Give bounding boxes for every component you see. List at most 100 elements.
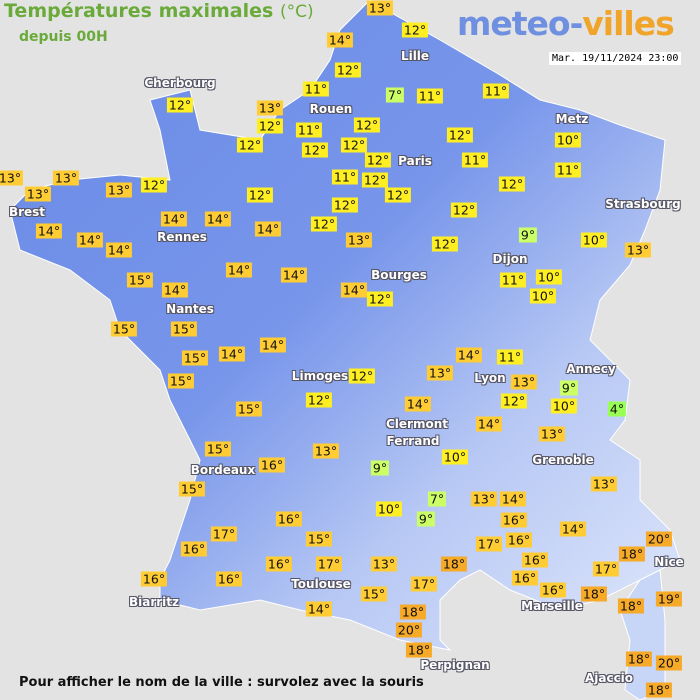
temperature-marker[interactable]: 16° — [215, 571, 243, 587]
temperature-marker[interactable]: 15° — [360, 586, 388, 602]
temperature-marker[interactable]: 18° — [617, 598, 645, 614]
temperature-marker[interactable]: 18° — [618, 546, 646, 562]
temperature-marker[interactable]: 14° — [340, 282, 368, 298]
temperature-marker[interactable]: 7° — [385, 87, 405, 103]
temperature-marker[interactable]: 15° — [178, 481, 206, 497]
temperature-marker[interactable]: 12° — [361, 172, 389, 188]
temperature-marker[interactable]: 17° — [210, 526, 238, 542]
temperature-marker[interactable]: 14° — [218, 346, 246, 362]
temperature-marker[interactable]: 10° — [441, 449, 469, 465]
temperature-marker[interactable]: 12° — [310, 216, 338, 232]
temperature-marker[interactable]: 12° — [246, 187, 274, 203]
temperature-marker[interactable]: 15° — [167, 373, 195, 389]
temperature-marker[interactable]: 16° — [180, 541, 208, 557]
temperature-marker[interactable]: 15° — [305, 531, 333, 547]
temperature-marker[interactable]: 14° — [559, 521, 587, 537]
temperature-marker[interactable]: 14° — [105, 242, 133, 258]
temperature-marker[interactable]: 11° — [499, 272, 527, 288]
temperature-marker[interactable]: 18° — [440, 556, 468, 572]
temperature-marker[interactable]: 10° — [550, 398, 578, 414]
temperature-marker[interactable]: 13° — [470, 491, 498, 507]
temperature-marker[interactable]: 13° — [426, 365, 454, 381]
temperature-marker[interactable]: 13° — [312, 443, 340, 459]
temperature-marker[interactable]: 13° — [538, 426, 566, 442]
temperature-marker[interactable]: 10° — [580, 232, 608, 248]
temperature-marker[interactable]: 16° — [505, 532, 533, 548]
temperature-marker[interactable]: 11° — [496, 349, 524, 365]
temperature-marker[interactable]: 12° — [140, 177, 168, 193]
temperature-marker[interactable]: 12° — [384, 187, 412, 203]
temperature-marker[interactable]: 14° — [161, 282, 189, 298]
temperature-marker[interactable]: 16° — [511, 570, 539, 586]
temperature-marker[interactable]: 10° — [375, 501, 403, 517]
temperature-marker[interactable]: 18° — [580, 586, 608, 602]
temperature-marker[interactable]: 11° — [416, 88, 444, 104]
temperature-marker[interactable]: 13° — [256, 100, 284, 116]
temperature-marker[interactable]: 14° — [35, 223, 63, 239]
temperature-marker[interactable]: 16° — [275, 511, 303, 527]
temperature-marker[interactable]: 18° — [405, 642, 433, 658]
temperature-marker[interactable]: 15° — [235, 401, 263, 417]
temperature-marker[interactable]: 7° — [427, 491, 447, 507]
temperature-marker[interactable]: 16° — [265, 556, 293, 572]
temperature-marker[interactable]: 18° — [625, 651, 653, 667]
temperature-marker[interactable]: 12° — [364, 152, 392, 168]
temperature-marker[interactable]: 12° — [353, 117, 381, 133]
temperature-marker[interactable]: 19° — [655, 591, 683, 607]
temperature-marker[interactable]: 15° — [181, 350, 209, 366]
temperature-marker[interactable]: 13° — [370, 556, 398, 572]
temperature-marker[interactable]: 14° — [305, 601, 333, 617]
temperature-marker[interactable]: 17° — [315, 556, 343, 572]
temperature-marker[interactable]: 12° — [446, 127, 474, 143]
temperature-marker[interactable]: 11° — [295, 122, 323, 138]
temperature-marker[interactable]: 9° — [518, 227, 538, 243]
temperature-marker[interactable]: 9° — [370, 460, 390, 476]
temperature-marker[interactable]: 10° — [535, 269, 563, 285]
temperature-marker[interactable]: 12° — [401, 22, 429, 38]
temperature-marker[interactable]: 13° — [52, 170, 80, 186]
temperature-marker[interactable]: 13° — [345, 232, 373, 248]
temperature-marker[interactable]: 4° — [607, 401, 627, 417]
temperature-marker[interactable]: 16° — [521, 552, 549, 568]
temperature-marker[interactable]: 14° — [455, 347, 483, 363]
temperature-marker[interactable]: 15° — [170, 321, 198, 337]
temperature-marker[interactable]: 10° — [529, 288, 557, 304]
temperature-marker[interactable]: 14° — [76, 232, 104, 248]
temperature-marker[interactable]: 11° — [302, 81, 330, 97]
temperature-marker[interactable]: 12° — [348, 368, 376, 384]
temperature-marker[interactable]: 12° — [256, 118, 284, 134]
temperature-marker[interactable]: 12° — [334, 62, 362, 78]
temperature-marker[interactable]: 20° — [645, 531, 673, 547]
temperature-marker[interactable]: 17° — [410, 576, 438, 592]
temperature-marker[interactable]: 12° — [305, 392, 333, 408]
temperature-marker[interactable]: 13° — [366, 0, 394, 16]
temperature-marker[interactable]: 16° — [140, 571, 168, 587]
temperature-marker[interactable]: 10° — [554, 132, 582, 148]
temperature-marker[interactable]: 12° — [340, 137, 368, 153]
temperature-marker[interactable]: 12° — [450, 202, 478, 218]
temperature-marker[interactable]: 12° — [431, 236, 459, 252]
temperature-marker[interactable]: 12° — [366, 291, 394, 307]
temperature-marker[interactable]: 12° — [166, 97, 194, 113]
temperature-marker[interactable]: 13° — [624, 242, 652, 258]
temperature-marker[interactable]: 15° — [204, 441, 232, 457]
temperature-marker[interactable]: 14° — [259, 337, 287, 353]
temperature-marker[interactable]: 18° — [399, 604, 427, 620]
temperature-marker[interactable]: 14° — [225, 262, 253, 278]
temperature-marker[interactable]: 14° — [280, 267, 308, 283]
temperature-marker[interactable]: 9° — [559, 380, 579, 396]
temperature-marker[interactable]: 20° — [655, 655, 683, 671]
temperature-marker[interactable]: 12° — [500, 393, 528, 409]
temperature-marker[interactable]: 20° — [395, 622, 423, 638]
temperature-marker[interactable]: 11° — [482, 83, 510, 99]
temperature-marker[interactable]: 13° — [0, 170, 24, 186]
temperature-marker[interactable]: 11° — [461, 152, 489, 168]
temperature-marker[interactable]: 13° — [24, 186, 52, 202]
temperature-marker[interactable]: 13° — [510, 374, 538, 390]
temperature-marker[interactable]: 14° — [499, 491, 527, 507]
temperature-marker[interactable]: 17° — [475, 536, 503, 552]
temperature-marker[interactable]: 14° — [475, 416, 503, 432]
temperature-marker[interactable]: 12° — [301, 142, 329, 158]
temperature-marker[interactable]: 17° — [592, 561, 620, 577]
temperature-marker[interactable]: 12° — [498, 176, 526, 192]
